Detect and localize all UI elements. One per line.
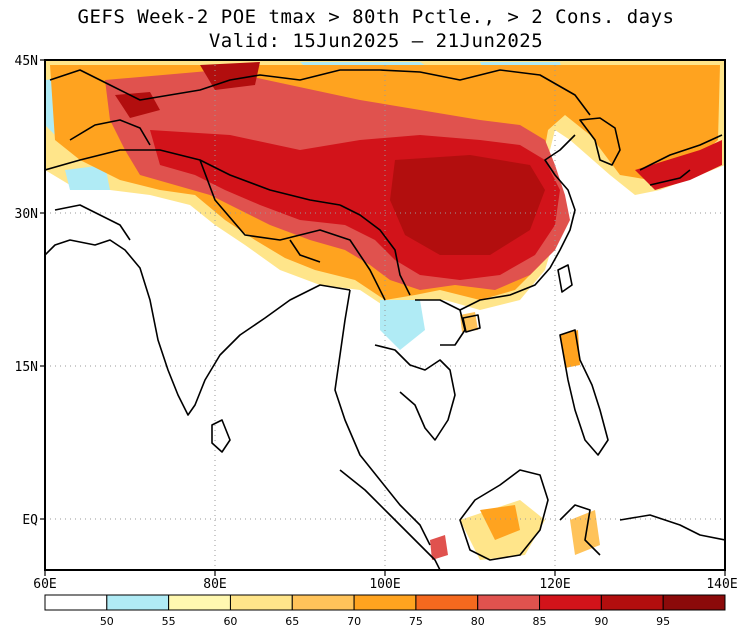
- lat-label-eq: EQ: [22, 513, 38, 528]
- lat-label-15n: 15N: [15, 360, 38, 375]
- valid-date-range: Valid: 15Jun2025 – 21Jun2025: [208, 30, 544, 52]
- legend-swatch: [662, 594, 726, 611]
- legend-label: 90: [594, 615, 608, 628]
- legend-swatch: [477, 594, 541, 611]
- chart-title: GEFS Week-2 POE tmax > 80th Pctle., > 2 …: [77, 6, 675, 28]
- legend-swatch: [539, 594, 602, 611]
- coastlines: [45, 69, 725, 570]
- legend-swatch: [353, 594, 417, 611]
- legend-swatch: [168, 594, 231, 611]
- legend-swatch: [415, 594, 479, 611]
- legend-swatch: [291, 594, 355, 611]
- probability-shading: [45, 60, 725, 560]
- legend-swatch: [106, 594, 170, 611]
- legend-label: 65: [285, 615, 299, 628]
- lat-label-30n: 30N: [15, 207, 38, 222]
- legend-label: 80: [471, 615, 485, 628]
- legend-swatch: [600, 594, 664, 611]
- legend-label: 70: [347, 615, 361, 628]
- lon-label-140e: 140E: [706, 577, 737, 592]
- legend-label: 75: [409, 615, 423, 628]
- lat-label-45n: 45N: [15, 54, 38, 69]
- lon-label-80e: 80E: [203, 577, 226, 592]
- lon-label-120e: 120E: [539, 577, 570, 592]
- legend-label: 50: [100, 615, 114, 628]
- legend-label: 85: [533, 615, 547, 628]
- lon-label-100e: 100E: [369, 577, 400, 592]
- legend-label: 55: [162, 615, 176, 628]
- lon-label-60e: 60E: [33, 577, 56, 592]
- color-legend: 50 55 60 65 70 75 80 85 90 95: [44, 594, 726, 628]
- tick-marks: [40, 59, 726, 576]
- legend-label: 60: [223, 615, 237, 628]
- legend-swatch: [44, 594, 108, 611]
- legend-swatch: [229, 594, 293, 611]
- legend-label: 95: [656, 615, 670, 628]
